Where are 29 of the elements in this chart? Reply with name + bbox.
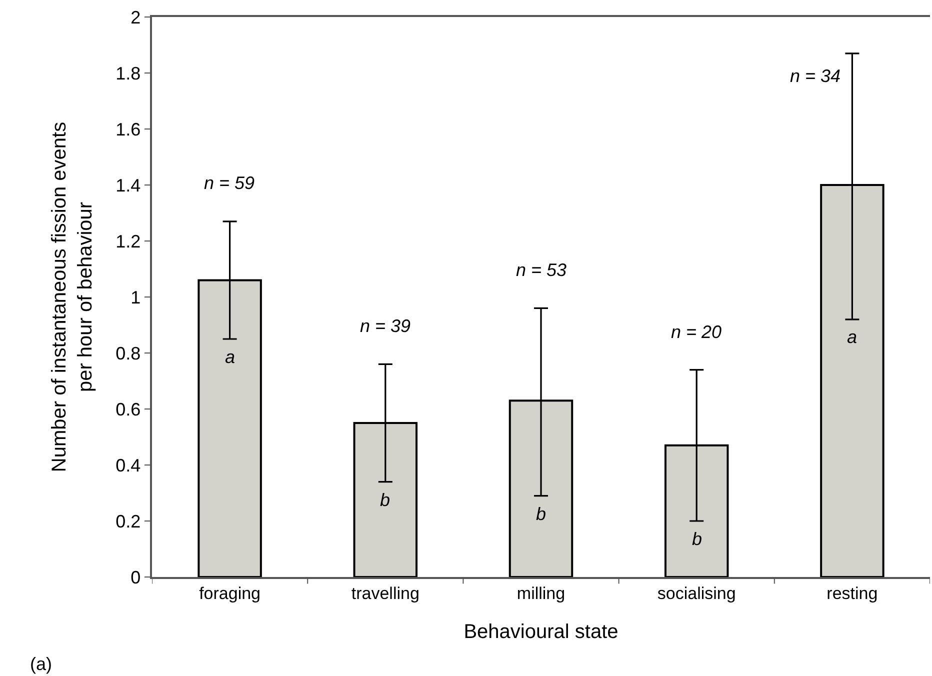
annotation: b bbox=[692, 529, 702, 549]
y-axis-title: Number of instantaneous fission events per hour of behaviour bbox=[48, 122, 97, 472]
annotation: a bbox=[225, 347, 236, 367]
x-axis-title: Behavioural state bbox=[464, 621, 618, 644]
y-tick-label: 1.4 bbox=[116, 175, 141, 196]
annotation: n = 34 bbox=[790, 66, 841, 86]
y-tick-label: 1.8 bbox=[116, 63, 141, 84]
x-tick-label: travelling bbox=[351, 584, 420, 604]
x-tick-label: socialising bbox=[657, 584, 736, 604]
x-tick-label: milling bbox=[516, 584, 566, 604]
annotation: n = 39 bbox=[360, 316, 411, 336]
annotation: a bbox=[847, 327, 858, 347]
y-tick-label: 1 bbox=[130, 287, 141, 308]
annotation: n = 59 bbox=[204, 173, 255, 193]
y-tick-label: 1.2 bbox=[116, 231, 141, 252]
x-tick-label: foraging bbox=[199, 584, 261, 604]
y-tick-label: 1.6 bbox=[116, 119, 141, 140]
y-tick-label: 0.8 bbox=[116, 343, 141, 364]
y-tick-label: 0.6 bbox=[116, 399, 141, 420]
annotation: b bbox=[536, 504, 546, 524]
text: (a) bbox=[30, 654, 52, 674]
x-tick-label: resting bbox=[826, 584, 878, 604]
annotation: b bbox=[380, 490, 390, 510]
y-tick-label: 0.4 bbox=[116, 455, 141, 476]
y-tick-label: 0.2 bbox=[116, 511, 141, 532]
annotation: n = 20 bbox=[671, 322, 722, 342]
annotation: n = 53 bbox=[516, 260, 567, 280]
y-tick-label: 2 bbox=[130, 7, 141, 28]
y-tick-label: 0 bbox=[130, 567, 141, 588]
